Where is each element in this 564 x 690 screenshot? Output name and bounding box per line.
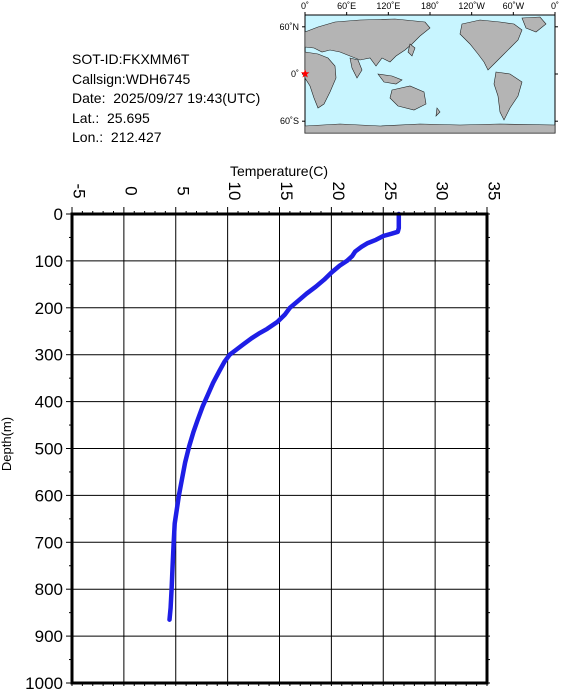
sot-id-label: SOT-ID:FKXMM6T <box>72 51 190 67</box>
map-lon-label: 0˚ <box>551 1 559 11</box>
south-america-landmass <box>493 71 523 121</box>
japan-island <box>407 43 416 57</box>
x-tick-label: 10 <box>225 182 244 201</box>
indonesia-islands <box>377 73 403 85</box>
y-tick-label: 200 <box>35 299 63 318</box>
x-tick-label: 0 <box>121 186 140 195</box>
india-landmass <box>349 57 363 79</box>
y-axis-title: Depth(m) <box>0 417 14 471</box>
x-tick-label: 5 <box>173 186 192 195</box>
greenland-landmass <box>521 16 547 33</box>
chart-axes <box>66 207 490 686</box>
map-lat-label: 60˚N <box>279 22 299 32</box>
y-tick-labels: 0 100 200 300 400 500 600 700 800 900 1000 <box>25 205 63 690</box>
y-tick-label: 0 <box>54 205 63 224</box>
x-tick-label: 25 <box>381 182 400 201</box>
africa-landmass <box>304 51 337 109</box>
y-tick-label: 500 <box>35 440 63 459</box>
map-lat-label: 60˚S <box>280 116 299 126</box>
y-tick-label: 900 <box>35 627 63 646</box>
y-tick-label: 100 <box>35 252 63 271</box>
map-lon-label: 0˚ <box>301 1 309 11</box>
longitude-label: Lon.: 212.427 <box>72 129 162 145</box>
x-tick-labels: -5 0 5 10 15 20 25 30 35 <box>70 182 504 201</box>
map-lat-label: 0˚ <box>291 69 299 79</box>
antarctica-landmass <box>304 123 556 134</box>
new-zealand-island <box>435 107 441 117</box>
map-ticks <box>302 12 558 122</box>
star-icon <box>300 69 310 78</box>
y-tick-label: 400 <box>35 393 63 412</box>
x-tick-label: 35 <box>485 182 504 201</box>
date-label: Date: 2025/09/27 19:43(UTC) <box>72 90 261 106</box>
map-lon-label: 180˚ <box>421 1 439 11</box>
x-tick-label: 30 <box>433 182 452 201</box>
map-lon-label: 60˚W <box>503 1 525 11</box>
north-america-landmass <box>459 19 523 71</box>
location-star <box>300 69 310 78</box>
callsign-label: Callsign:WDH6745 <box>72 70 191 87</box>
chart-series <box>167 211 402 622</box>
y-tick-label: 600 <box>35 486 63 505</box>
latitude-label: Lat.: 25.695 <box>72 109 150 126</box>
profile-info: SOT-ID:FKXMM6T Callsign:WDH6745 Date: 20… <box>72 50 260 148</box>
australia-landmass <box>389 85 427 111</box>
map-land <box>304 16 556 134</box>
x-tick-label: -5 <box>70 183 89 198</box>
map-lon-label: 120˚E <box>376 1 400 11</box>
eurasia-landmass <box>304 18 431 67</box>
y-tick-label: 800 <box>35 580 63 599</box>
y-tick-label: 700 <box>35 533 63 552</box>
chart-grid <box>71 213 488 684</box>
x-tick-label: 20 <box>329 182 348 201</box>
map-lon-label: 120˚W <box>458 1 485 11</box>
y-tick-label: 1000 <box>25 674 63 690</box>
y-tick-label: 300 <box>35 346 63 365</box>
x-axis-title: Temperature(C) <box>230 163 328 179</box>
location-map: 0˚ 60˚E 120˚E 180˚ 120˚W 60˚W 0˚ 60˚N 0˚ 60˚S <box>279 1 559 134</box>
x-tick-label: 15 <box>277 182 296 201</box>
map-lon-label: 60˚E <box>337 1 356 11</box>
map-labels: 0˚ 60˚E 120˚E 180˚ 120˚W 60˚W 0˚ 60˚N 0˚ 60˚S <box>279 1 559 126</box>
temperature-profile-line <box>167 211 402 622</box>
